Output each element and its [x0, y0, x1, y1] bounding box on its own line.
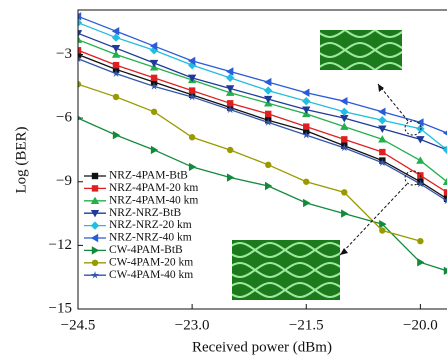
eye-diagram [320, 30, 402, 70]
marker [303, 199, 310, 207]
chart: −3 −6 −9 −12 −15−24.5 −23.0 −21.5 −20.0 Log (BE… [0, 0, 447, 360]
legend-label: CW-4PAM-BtB [109, 244, 183, 256]
marker [151, 75, 157, 81]
marker [113, 62, 119, 68]
marker [378, 108, 385, 116]
marker [264, 86, 272, 94]
marker [341, 136, 347, 142]
marker [379, 149, 385, 155]
legend-label: NRZ-NRZ-20 km [109, 219, 192, 231]
arrow-head [378, 84, 384, 92]
marker [416, 156, 424, 163]
legend-label: NRZ-4PAM-20 km [109, 182, 198, 194]
legend-label: CW-4PAM-20 km [109, 256, 193, 268]
y-tick-label: −15 [49, 300, 72, 316]
marker [189, 134, 195, 140]
marker [92, 246, 99, 254]
marker [113, 94, 119, 100]
marker [227, 173, 234, 181]
eye-diagram [232, 240, 340, 300]
marker [265, 162, 271, 168]
arrow [340, 184, 407, 255]
marker [264, 78, 271, 86]
legend-label: NRZ-4PAM-40 km [109, 194, 198, 206]
marker [92, 173, 98, 179]
arrow [378, 84, 408, 121]
marker [189, 163, 196, 171]
marker [151, 109, 157, 115]
marker [341, 209, 348, 217]
marker [379, 227, 385, 233]
y-axis-label: Log (BER) [13, 126, 29, 193]
marker [265, 111, 271, 117]
legend: NRZ-4PAM-BtBNRZ-4PAM-20 kmNRZ-4PAM-40 km… [84, 170, 198, 281]
y-tick-label: −9 [56, 173, 72, 189]
marker [302, 89, 309, 97]
marker [227, 147, 233, 153]
legend-label: NRZ-NRZ-BtB [109, 207, 182, 219]
y-tick-label: −12 [49, 237, 72, 253]
marker [303, 179, 309, 185]
x-axis-label: Received power (dBm) [192, 339, 332, 355]
marker [91, 221, 99, 229]
marker [265, 182, 272, 190]
x-tick-label: −21.5 [289, 317, 324, 333]
marker [91, 234, 98, 242]
marker [303, 123, 309, 129]
marker [92, 260, 98, 266]
marker [340, 97, 347, 105]
marker [417, 258, 424, 266]
marker [340, 108, 348, 116]
marker [417, 238, 423, 244]
legend-label: NRZ-NRZ-40 km [109, 232, 192, 244]
arrow-head [340, 248, 348, 255]
x-tick-label: −20.0 [403, 317, 438, 333]
x-tick-label: −24.5 [61, 317, 96, 333]
marker [151, 146, 158, 154]
marker [378, 116, 386, 124]
marker [341, 189, 347, 195]
marker [302, 97, 310, 105]
marker [113, 131, 120, 139]
marker [443, 129, 447, 137]
legend-label: CW-4PAM-40 km [109, 269, 193, 281]
y-tick-label: −6 [56, 110, 72, 126]
legend-label: NRZ-4PAM-BtB [109, 170, 188, 182]
x-tick-label: −23.0 [175, 317, 210, 333]
marker [92, 185, 98, 191]
y-tick-label: −3 [56, 46, 72, 62]
